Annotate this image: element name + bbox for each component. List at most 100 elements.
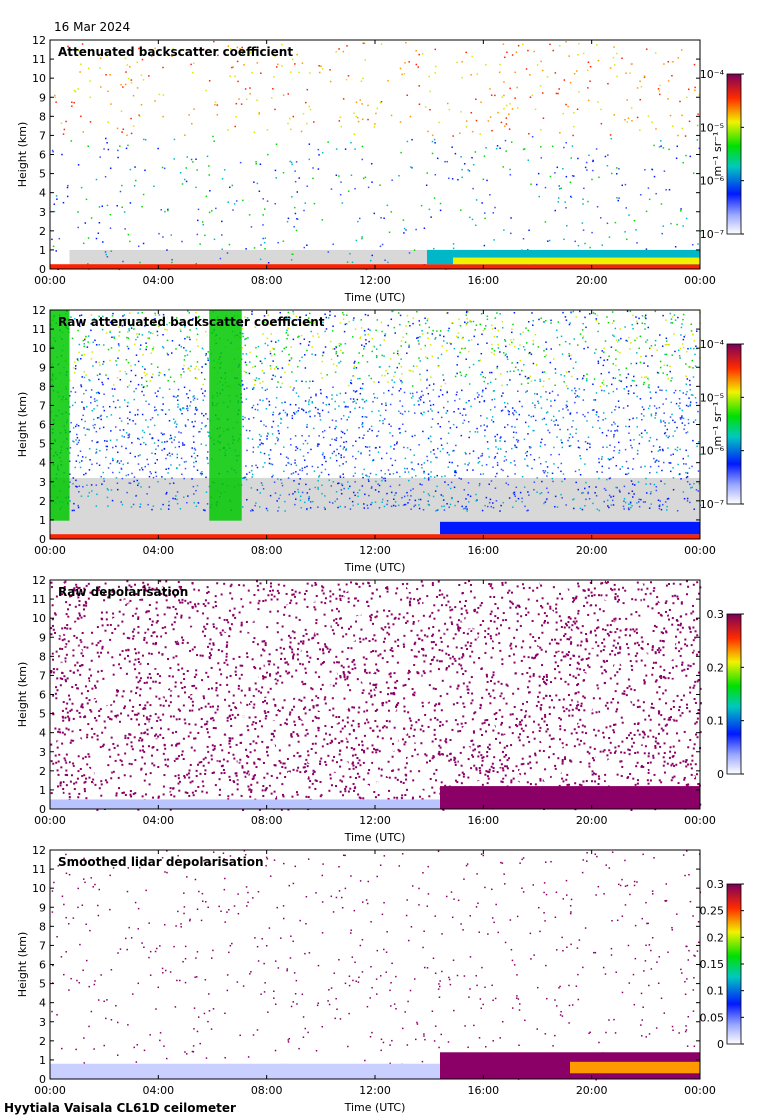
data-point: [180, 457, 183, 460]
data-point: [411, 385, 414, 387]
data-point: [358, 406, 361, 409]
data-point: [217, 54, 219, 57]
data-point: [427, 477, 430, 479]
data-point: [685, 217, 688, 220]
data-point: [598, 477, 600, 480]
data-point: [138, 438, 140, 441]
data-point: [114, 319, 116, 322]
data-point: [449, 487, 452, 490]
data-point: [117, 156, 119, 159]
data-point: [208, 657, 211, 660]
data-point: [139, 348, 141, 350]
data-point: [648, 507, 651, 509]
data-point: [191, 447, 193, 449]
data-point: [324, 468, 327, 471]
data-point: [281, 382, 284, 385]
data-point: [627, 390, 630, 392]
data-point: [691, 359, 694, 362]
data-point: [542, 697, 545, 700]
data-point: [566, 405, 569, 408]
data-point: [682, 346, 685, 349]
data-point: [368, 428, 371, 430]
data-point: [406, 94, 408, 97]
data-point: [539, 380, 542, 383]
data-point: [51, 652, 54, 655]
data-point: [263, 315, 266, 317]
colorbar: 10⁻⁷10⁻⁶10⁻⁵10⁻⁴m⁻¹ sr⁻¹: [700, 338, 744, 511]
data-point: [51, 604, 54, 607]
data-point: [459, 412, 461, 415]
data-point: [441, 393, 444, 396]
data-point: [697, 243, 699, 245]
data-point: [575, 70, 578, 72]
data-point: [216, 104, 219, 106]
data-point: [305, 380, 307, 383]
data-point: [636, 322, 639, 325]
data-point: [264, 696, 267, 699]
data-point: [241, 327, 244, 330]
data-point: [494, 487, 497, 489]
data-point: [630, 384, 632, 387]
data-point: [641, 406, 644, 408]
data-point: [161, 166, 164, 169]
data-point: [277, 755, 280, 758]
data-point: [119, 378, 122, 381]
data-point: [406, 756, 409, 759]
data-point: [677, 463, 679, 466]
data-point: [602, 649, 605, 652]
data-point: [287, 457, 289, 460]
data-point: [385, 402, 387, 404]
data-point: [613, 421, 615, 424]
data-point: [537, 613, 540, 616]
data-point: [152, 779, 155, 782]
data-point: [579, 455, 581, 457]
data-point: [206, 418, 209, 420]
data-point: [197, 208, 200, 211]
data-point: [404, 341, 407, 343]
data-point: [259, 163, 262, 165]
data-point: [480, 373, 482, 376]
data-point: [667, 61, 670, 63]
data-point: [196, 398, 199, 400]
data-point: [682, 417, 685, 420]
data-point: [558, 188, 561, 190]
data-point: [571, 145, 574, 147]
data-point: [445, 350, 448, 352]
data-point: [655, 412, 657, 414]
data-point: [610, 172, 613, 175]
data-point: [422, 394, 424, 397]
data-point: [502, 469, 504, 472]
data-point: [202, 48, 205, 51]
data-point: [117, 357, 119, 359]
data-point: [616, 75, 618, 78]
data-point: [371, 350, 373, 353]
data-point: [257, 446, 259, 448]
data-point: [472, 363, 475, 366]
data-point: [260, 442, 263, 444]
data-point: [85, 335, 87, 338]
data-point: [77, 226, 79, 229]
data-point: [412, 370, 414, 373]
data-point: [301, 62, 304, 64]
data-point: [664, 425, 666, 427]
data-point: [606, 385, 608, 387]
data-point: [643, 75, 646, 77]
data-point: [306, 442, 309, 445]
data-point: [90, 329, 92, 332]
data-point: [308, 322, 311, 324]
data-point: [100, 475, 102, 478]
data-point: [573, 498, 575, 500]
data-point: [512, 506, 514, 508]
data-point: [235, 102, 238, 105]
data-point: [582, 491, 585, 494]
data-point: [636, 426, 639, 428]
data-point: [109, 330, 111, 332]
data-point: [567, 439, 569, 442]
data-point: [662, 449, 664, 452]
data-point: [276, 436, 278, 439]
data-point: [594, 492, 596, 494]
data-point: [266, 432, 269, 435]
data-point: [342, 352, 344, 354]
data-point: [128, 482, 130, 484]
data-point: [411, 476, 413, 479]
